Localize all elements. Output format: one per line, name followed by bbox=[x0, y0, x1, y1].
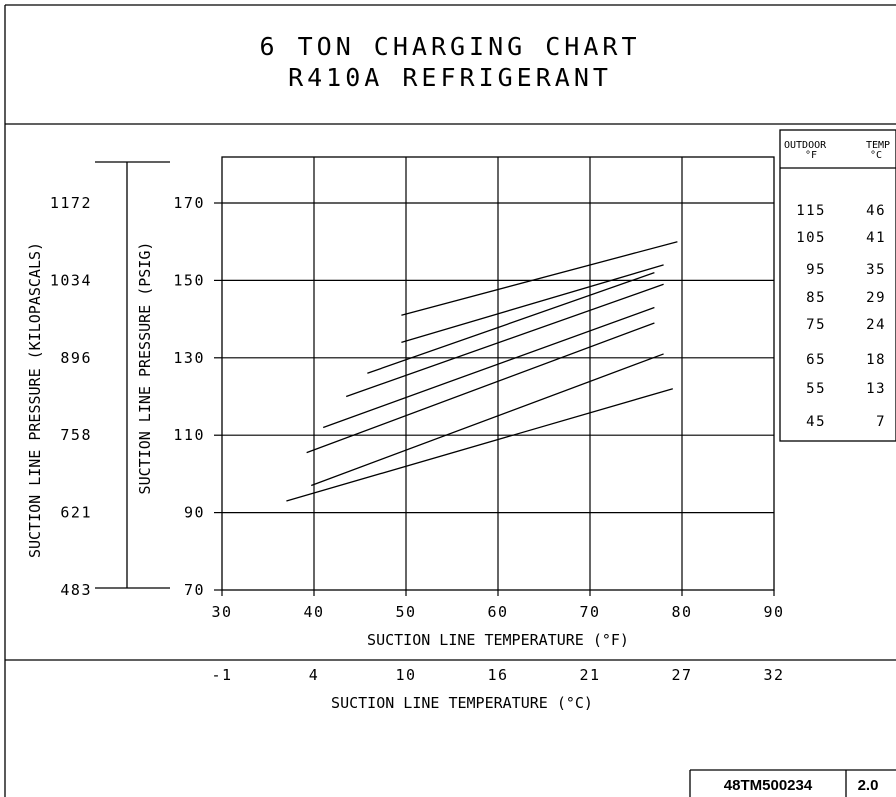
doc-number: 48TM500234 bbox=[724, 777, 813, 794]
legend-rows: 115 46 105 41 95 35 85 29 75 24 65 18 55 13 45 7 bbox=[796, 203, 886, 430]
series-line bbox=[306, 322, 655, 454]
x-tick-label: 90 bbox=[763, 603, 784, 621]
legend-outdoor-f: 55 bbox=[806, 381, 826, 397]
kpa-tick-label: 1034 bbox=[50, 271, 92, 289]
series-line bbox=[345, 283, 664, 398]
x-tick-label: 60 bbox=[487, 603, 508, 621]
legend-outdoor-f: 65 bbox=[806, 352, 826, 368]
celsius-tick-label: 27 bbox=[671, 666, 692, 684]
kpa-tick-label: 758 bbox=[60, 426, 92, 444]
legend-outdoor-c: 29 bbox=[866, 290, 886, 306]
kpa-tick-label: 1172 bbox=[50, 194, 92, 212]
celsius-tick-label: 32 bbox=[763, 666, 784, 684]
x-tick-label: 40 bbox=[303, 603, 324, 621]
legend-outdoor-f: 95 bbox=[806, 262, 826, 278]
y-tick-label: 130 bbox=[173, 349, 205, 367]
legend-outdoor-f: 45 bbox=[806, 414, 826, 430]
celsius-tick-label: 21 bbox=[579, 666, 600, 684]
legend-box: OUTDOOR TEMP °F °C 115 46 105 41 95 35 85 29 75 2… bbox=[779, 129, 896, 442]
doc-revision: 2.0 bbox=[858, 777, 879, 794]
legend-outdoor-c: 24 bbox=[866, 317, 886, 333]
legend-outdoor-f: 75 bbox=[806, 317, 826, 333]
y-tick-label: 170 bbox=[173, 194, 205, 212]
y-axis-ticks: 70 90 110 130 150 170 bbox=[173, 194, 222, 599]
x-tick-label: 50 bbox=[395, 603, 416, 621]
x-tick-label: 80 bbox=[671, 603, 692, 621]
legend-outdoor-c: 46 bbox=[866, 203, 886, 219]
series-line bbox=[286, 388, 673, 502]
x-axis-label-c: SUCTION LINE TEMPERATURE (°C) bbox=[331, 694, 593, 712]
y-tick-label: 70 bbox=[184, 581, 205, 599]
series-line bbox=[401, 241, 678, 316]
x-axis-ticks: 30 40 50 60 70 80 90 bbox=[211, 590, 784, 621]
legend-outdoor-c: 35 bbox=[866, 262, 886, 278]
y-axis-label-kpa: SUCTION LINE PRESSURE (KILOPASCALS) bbox=[26, 242, 44, 558]
series-line bbox=[367, 272, 655, 374]
legend-header-c: °C bbox=[870, 150, 882, 161]
x-tick-label: 70 bbox=[579, 603, 600, 621]
series-group bbox=[286, 241, 678, 502]
chart-subtitle: R410A REFRIGERANT bbox=[288, 63, 612, 92]
series-line bbox=[311, 353, 664, 487]
kpa-tick-label: 483 bbox=[60, 581, 92, 599]
legend-outdoor-f: 105 bbox=[796, 230, 826, 246]
legend-header-f: °F bbox=[805, 150, 817, 161]
chart-title: 6 TON CHARGING CHART bbox=[259, 32, 640, 61]
series-line bbox=[322, 306, 655, 429]
x-tick-label: 30 bbox=[211, 603, 232, 621]
kpa-tick-label: 621 bbox=[60, 504, 92, 522]
legend-header-outdoor: OUTDOOR bbox=[784, 140, 827, 151]
kpa-axis-ticks: 483 621 758 896 1034 1172 bbox=[50, 194, 92, 599]
celsius-tick-label: -1 bbox=[211, 666, 232, 684]
y-axis-label-psig: SUCTION LINE PRESSURE (PSIG) bbox=[136, 242, 154, 495]
y-tick-label: 110 bbox=[173, 426, 205, 444]
y-tick-label: 90 bbox=[184, 504, 205, 522]
celsius-tick-label: 16 bbox=[487, 666, 508, 684]
series-line bbox=[401, 264, 664, 343]
legend-header-temp: TEMP bbox=[866, 140, 890, 151]
legend-outdoor-c: 13 bbox=[866, 381, 886, 397]
legend-outdoor-c: 18 bbox=[866, 352, 886, 368]
x-axis-label-f: SUCTION LINE TEMPERATURE (°F) bbox=[367, 631, 629, 649]
legend-outdoor-c: 41 bbox=[866, 230, 886, 246]
page-frame bbox=[4, 4, 896, 797]
legend-border bbox=[779, 129, 896, 442]
plot-grid bbox=[222, 157, 774, 590]
kpa-tick-label: 896 bbox=[60, 349, 92, 367]
legend-outdoor-c: 7 bbox=[876, 414, 886, 430]
legend-outdoor-f: 85 bbox=[806, 290, 826, 306]
legend-outdoor-f: 115 bbox=[796, 203, 826, 219]
celsius-tick-label: 10 bbox=[395, 666, 416, 684]
celsius-axis-ticks: -1 4 10 16 21 27 32 bbox=[211, 666, 784, 684]
y-tick-label: 150 bbox=[173, 271, 205, 289]
doc-id-block: 48TM500234 2.0 bbox=[689, 769, 896, 797]
celsius-tick-label: 4 bbox=[309, 666, 320, 684]
